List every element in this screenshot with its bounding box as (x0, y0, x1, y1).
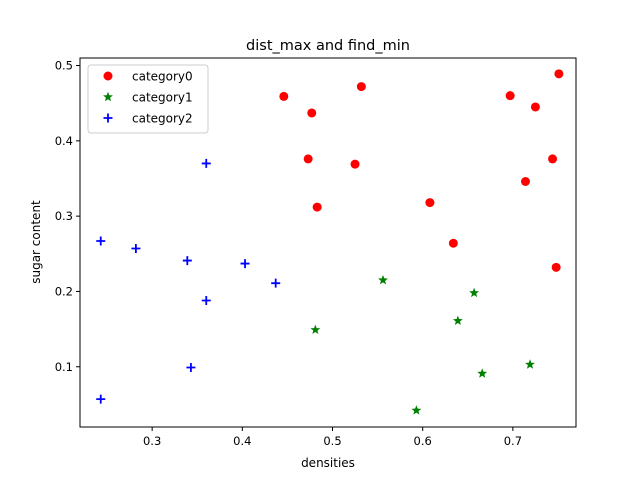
x-tick-label: 0.4 (233, 434, 251, 448)
y-tick-label: 0.3 (55, 209, 73, 223)
legend-label: category0 (132, 70, 193, 84)
x-tick-label: 0.3 (143, 434, 161, 448)
y-tick-label: 0.4 (55, 134, 73, 148)
legend-label: category2 (132, 112, 193, 126)
legend-marker-category2 (103, 113, 113, 123)
data-point-category1 (477, 368, 488, 378)
data-point-category2 (240, 259, 250, 269)
x-axis-label: densities (301, 456, 355, 470)
x-tick-label: 0.5 (323, 434, 341, 448)
data-point-category1 (378, 274, 388, 285)
data-point-category0 (520, 177, 530, 187)
x-tick-label: 0.6 (414, 434, 432, 448)
data-point-category0 (425, 198, 435, 208)
data-point-category0 (303, 154, 313, 164)
y-axis-label: sugar content (29, 200, 43, 284)
data-point-category0 (448, 238, 458, 248)
legend: category0 category1 category2 (87, 64, 209, 134)
data-point-category2 (96, 236, 106, 246)
data-point-category0 (356, 82, 366, 92)
data-point-category0 (350, 159, 360, 169)
data-point-category1 (525, 359, 535, 369)
data-point-category2 (271, 278, 281, 288)
data-point-category0 (279, 91, 289, 101)
data-point-category0 (307, 108, 317, 118)
data-point-category0 (312, 202, 322, 212)
y-axis-ticks: 0.1 0.2 0.3 0.4 0.5 (55, 59, 80, 374)
legend-box (87, 64, 209, 134)
data-point-category2 (186, 363, 196, 373)
x-tick-label: 0.7 (504, 434, 522, 448)
legend-marker-category0 (103, 71, 113, 81)
y-tick-label: 0.2 (55, 284, 73, 298)
data-point-category0 (505, 91, 515, 101)
data-point-category2 (131, 244, 141, 254)
data-point-category2 (182, 256, 192, 266)
data-point-category2 (201, 295, 211, 305)
y-tick-label: 0.5 (55, 59, 73, 73)
data-point-category0 (551, 262, 561, 272)
axes-border (79, 57, 577, 428)
y-tick-label: 0.1 (55, 360, 73, 374)
chart-title: dist_max and find_min (246, 38, 410, 54)
legend-label: category1 (132, 91, 193, 105)
data-point-category0 (548, 154, 558, 164)
x-axis-ticks: 0.3 0.4 0.5 0.6 0.7 (143, 427, 522, 448)
data-point-category1 (452, 315, 463, 326)
legend-marker-category1 (103, 91, 113, 102)
data-point-category1 (411, 405, 422, 415)
data-point-category0 (530, 102, 540, 112)
data-points (96, 69, 564, 415)
data-point-category2 (201, 158, 211, 168)
data-point-category2 (96, 394, 106, 404)
data-point-category0 (554, 69, 564, 79)
data-point-category1 (310, 324, 321, 335)
data-point-category1 (469, 287, 480, 298)
